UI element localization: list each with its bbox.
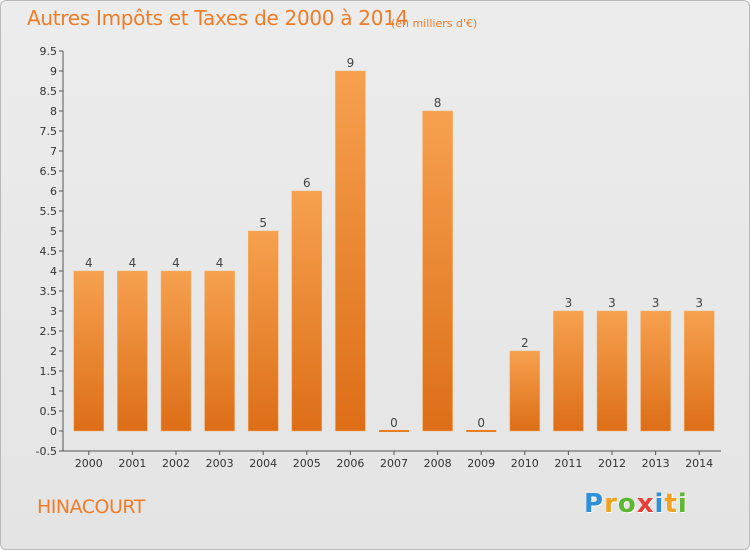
x-tick-label: 2013 — [642, 457, 670, 470]
data-label: 4 — [85, 256, 93, 270]
data-label: 2 — [521, 336, 529, 350]
y-tick-label: 9 — [50, 65, 57, 78]
y-tick-label: 8.5 — [40, 85, 58, 98]
x-tick-label: 2011 — [554, 457, 582, 470]
x-tick-label: 2001 — [118, 457, 146, 470]
bar — [466, 430, 497, 432]
y-tick-label: 4 — [50, 265, 57, 278]
logo-letter: t — [664, 489, 678, 519]
y-tick-label: 6 — [50, 185, 57, 198]
data-label: 3 — [608, 296, 616, 310]
town-name: HINACOURT — [37, 496, 145, 518]
bar — [379, 430, 409, 432]
data-label: 4 — [129, 256, 137, 270]
x-tick-label: 2010 — [511, 457, 539, 470]
y-tick-label: 3.5 — [40, 285, 58, 298]
x-tick-label: 2012 — [598, 457, 626, 470]
x-tick-label: 2007 — [380, 457, 408, 470]
data-label: 4 — [216, 256, 224, 270]
y-tick-label: 3 — [50, 305, 57, 318]
data-label: 9 — [347, 56, 355, 70]
data-label: 0 — [477, 416, 485, 430]
data-label: 4 — [172, 256, 180, 270]
logo-letter: i — [677, 489, 688, 519]
data-label: 5 — [259, 216, 267, 230]
bar — [596, 310, 628, 432]
bar — [204, 270, 235, 432]
bar — [683, 310, 715, 432]
bar — [509, 350, 541, 432]
data-label: 6 — [303, 176, 311, 190]
y-tick-label: 0.5 — [40, 405, 58, 418]
logo-letter: P — [584, 489, 605, 519]
data-label: 3 — [652, 296, 660, 310]
y-tick-label: 7.5 — [40, 125, 58, 138]
y-tick-label: 7 — [50, 145, 57, 158]
y-tick-label: 5.5 — [40, 205, 58, 218]
x-tick-label: 2000 — [75, 457, 103, 470]
bar — [422, 110, 453, 432]
y-tick-label: 6.5 — [40, 165, 58, 178]
x-tick-label: 2003 — [206, 457, 234, 470]
x-tick-label: 2014 — [685, 457, 713, 470]
y-tick-label: 4.5 — [40, 245, 58, 258]
data-label: 3 — [695, 296, 703, 310]
bar — [73, 270, 105, 432]
x-tick-label: 2009 — [467, 457, 495, 470]
y-tick-label: 2.5 — [40, 325, 58, 338]
bar — [117, 270, 148, 432]
bar — [553, 310, 584, 432]
logo-letter: x — [636, 489, 655, 519]
data-label: 0 — [390, 416, 398, 430]
bar — [160, 270, 192, 432]
chart-title: Autres Impôts et Taxes de 2000 à 2014 — [27, 6, 408, 30]
chart-subtitle: (en milliers d'€) — [391, 17, 478, 30]
y-tick-label: -0.5 — [36, 445, 57, 458]
y-tick-label: 0 — [50, 425, 57, 438]
data-label: 8 — [434, 96, 442, 110]
x-tick-label: 2005 — [293, 457, 321, 470]
x-tick-label: 2008 — [424, 457, 452, 470]
logo-letter: i — [654, 489, 665, 519]
bar — [335, 70, 366, 432]
proxiti-logo: Proxiti — [584, 489, 688, 519]
data-label: 3 — [565, 296, 573, 310]
x-tick-label: 2006 — [336, 457, 364, 470]
bar — [291, 190, 323, 432]
x-tick-label: 2004 — [249, 457, 277, 470]
bar — [247, 230, 279, 432]
y-tick-label: 1.5 — [40, 365, 58, 378]
y-tick-label: 8 — [50, 105, 57, 118]
y-tick-label: 1 — [50, 385, 57, 398]
bar — [640, 310, 671, 432]
logo-letter: r — [604, 489, 618, 519]
y-tick-label: 9.5 — [40, 45, 58, 58]
logo-letter: o — [617, 489, 637, 519]
y-tick-label: 5 — [50, 225, 57, 238]
y-tick-label: 2 — [50, 345, 57, 358]
x-tick-label: 2002 — [162, 457, 190, 470]
